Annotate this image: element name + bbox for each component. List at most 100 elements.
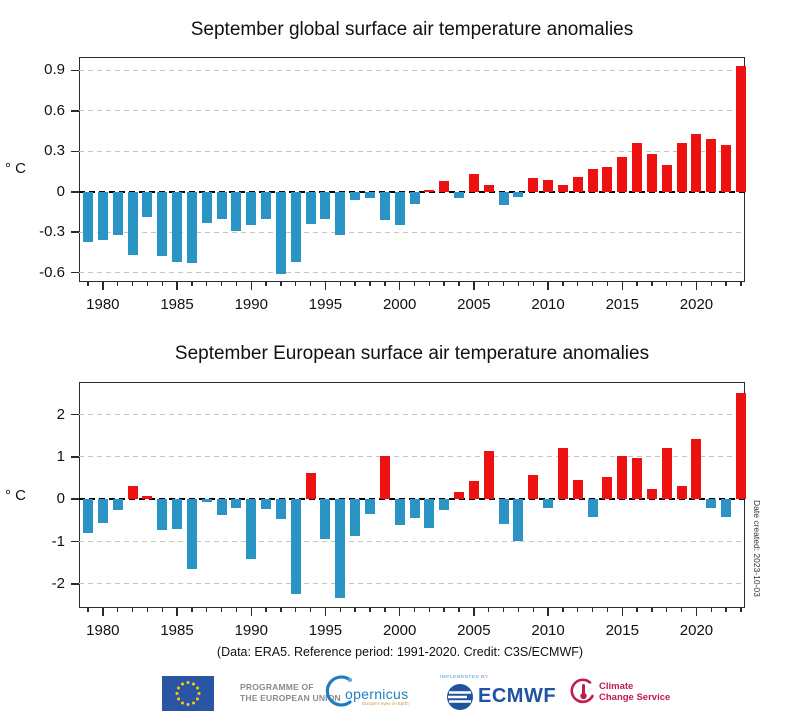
x-axis-tick	[265, 608, 267, 612]
x-axis-tick	[591, 282, 594, 286]
bar-1983	[142, 191, 153, 218]
x-axis-tick	[666, 608, 668, 612]
bar-1998	[364, 499, 375, 514]
x-axis-tick	[517, 608, 520, 612]
bar-2008	[513, 499, 524, 542]
bar-2014	[602, 167, 613, 192]
bar-1999	[379, 191, 390, 220]
bar-1994	[305, 473, 316, 500]
bar-1982	[127, 191, 138, 256]
x-axis-tick-label: 2005	[457, 296, 491, 313]
bar-2017	[646, 489, 657, 500]
x-axis-tick	[710, 608, 712, 612]
bar-1996	[335, 191, 346, 235]
bar-1987	[201, 191, 212, 223]
x-axis-tick-label: 1990	[234, 622, 268, 639]
bar-1990	[246, 499, 257, 559]
x-axis-tick	[636, 282, 638, 286]
bar-2000	[394, 499, 405, 526]
copernicus-wordmark: opernicus	[345, 686, 409, 702]
x-axis-tick	[562, 282, 564, 286]
bar-1993	[290, 499, 301, 595]
x-axis-tick-label: 1990	[234, 296, 268, 313]
x-axis-tick	[131, 282, 134, 286]
x-axis-tick	[102, 608, 104, 616]
x-axis-tick	[161, 608, 163, 612]
x-axis-tick	[398, 608, 401, 616]
eu-programme-line1: PROGRAMME OF	[240, 682, 314, 692]
bar-2023	[736, 66, 746, 192]
bar-2011	[557, 184, 568, 192]
bar-1987	[201, 499, 212, 502]
x-axis-tick	[398, 282, 401, 290]
bar-2001	[409, 499, 420, 519]
x-axis-tick	[725, 608, 727, 612]
bar-2005	[468, 174, 479, 192]
x-axis-tick	[339, 282, 341, 286]
x-axis-tick-label: 2010	[531, 622, 565, 639]
bar-2016	[632, 457, 643, 500]
x-axis-tick	[220, 282, 223, 286]
bar-1979	[83, 499, 93, 534]
x-axis-tick	[680, 282, 683, 286]
x-axis-tick	[280, 608, 282, 612]
bar-2009	[528, 475, 539, 500]
x-axis-tick	[502, 608, 505, 612]
bar-1992	[275, 191, 286, 274]
x-axis-tick	[488, 282, 490, 286]
bar-1984	[157, 499, 168, 530]
bar-2022	[721, 499, 732, 517]
bar-2002	[424, 499, 435, 529]
x-axis-tick-label: 2015	[605, 622, 639, 639]
x-axis-tick	[309, 282, 312, 286]
y-axis-tick-label: 0.3	[44, 142, 65, 160]
x-axis-tick-label: 2000	[382, 296, 417, 313]
x-axis-tick	[339, 608, 341, 612]
bar-2013	[587, 499, 598, 517]
x-axis-tick	[547, 282, 549, 290]
bar-2006	[483, 184, 494, 192]
y-axis-tick	[71, 583, 79, 585]
x-axis-tick	[146, 282, 149, 286]
x-axis-tick	[235, 608, 238, 612]
y-axis-tick-label: -0.6	[39, 263, 65, 281]
y-axis-tick-label: -1	[51, 532, 65, 550]
x-axis-tick-label: 2005	[457, 622, 491, 639]
climate-change-service-label: Climate Change Service	[599, 681, 670, 703]
bar-1995	[320, 499, 331, 539]
x-axis-tick	[146, 608, 149, 612]
y-axis-tick	[71, 271, 79, 274]
x-axis-tick	[354, 608, 356, 612]
x-axis-tick	[591, 608, 594, 612]
bar-2023	[736, 393, 746, 500]
gridline	[79, 110, 745, 112]
x-axis-tick	[577, 282, 579, 286]
x-axis-tick	[116, 608, 119, 612]
global-y-axis-unit: ° C	[5, 160, 26, 177]
x-axis-tick	[191, 608, 193, 612]
x-axis-tick	[710, 282, 712, 286]
x-axis-tick-label: 2000	[382, 622, 417, 639]
x-axis-tick-label: 2015	[605, 296, 639, 313]
bar-1996	[335, 499, 346, 599]
bar-2020	[691, 439, 702, 500]
x-axis-tick	[220, 608, 223, 612]
bar-2015	[617, 456, 628, 500]
bar-1986	[186, 191, 197, 264]
bar-2019	[676, 485, 687, 500]
bar-1991	[261, 499, 272, 509]
x-axis-tick	[280, 282, 282, 286]
y-axis-tick	[71, 498, 79, 501]
copernicus-logo-icon	[325, 675, 352, 707]
bar-2010	[543, 179, 554, 192]
x-axis-tick	[250, 282, 252, 290]
bar-2021	[706, 499, 717, 509]
x-axis-tick	[651, 282, 653, 286]
x-axis-tick	[695, 282, 698, 290]
bar-1993	[290, 191, 301, 262]
x-axis-tick-label: 1980	[86, 296, 120, 313]
x-axis-tick	[309, 608, 312, 612]
bar-2002	[424, 190, 435, 192]
y-axis-tick	[71, 456, 79, 458]
bar-1985	[172, 499, 183, 529]
